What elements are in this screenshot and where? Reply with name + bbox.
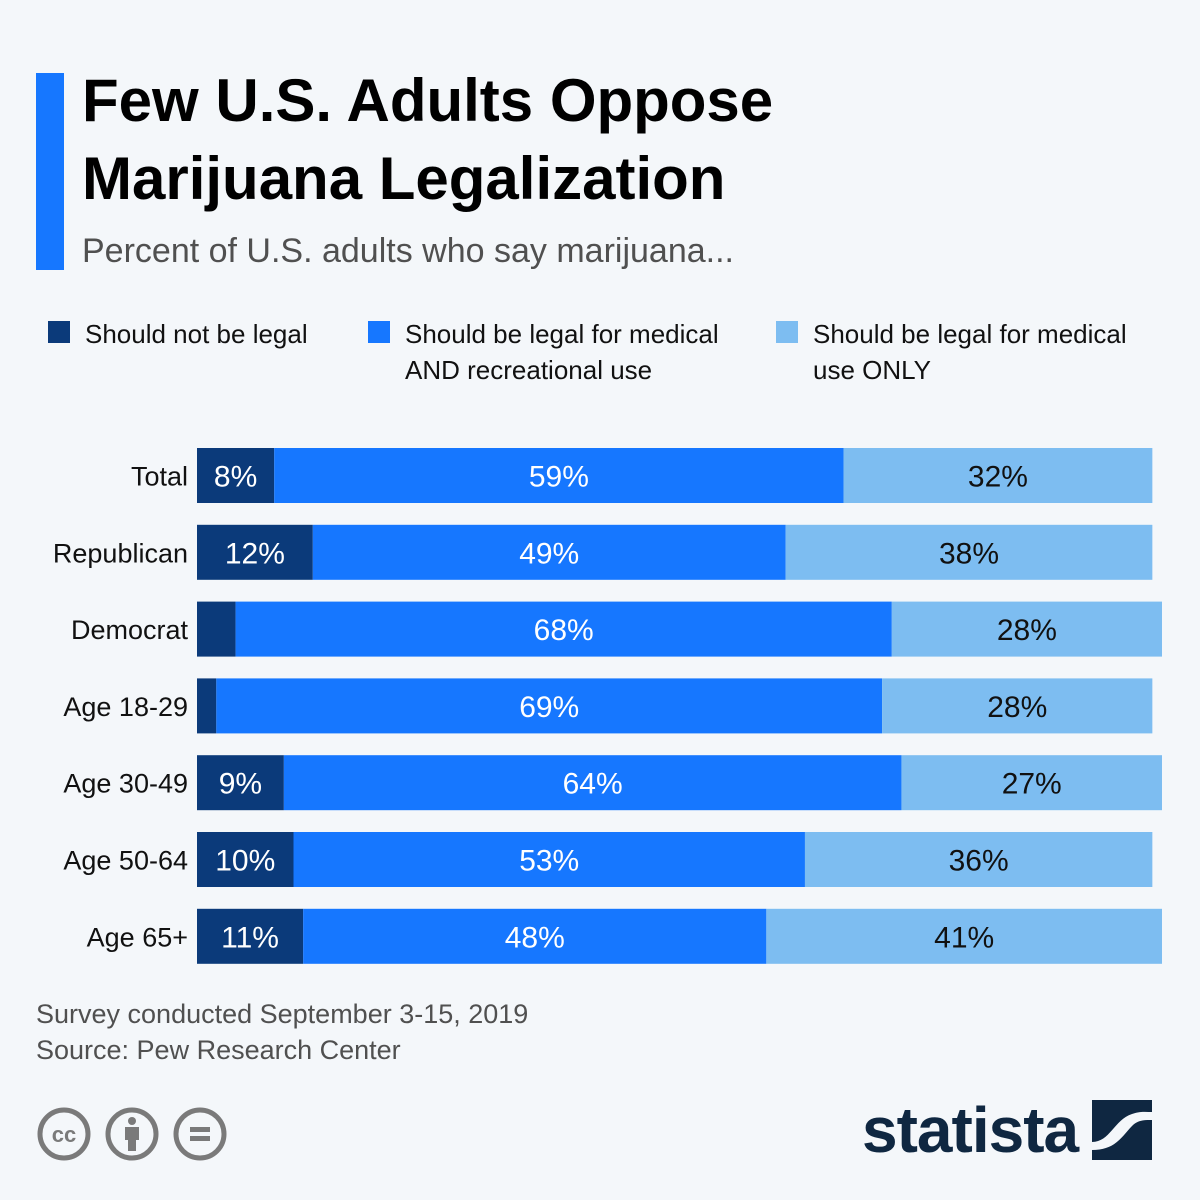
bar-segment-not-legal [197,601,236,657]
data-label-medical-only: 28% [987,691,1047,724]
legend-swatch [48,321,70,343]
bar-segment-not-legal [197,524,313,580]
category-label: Total [131,462,188,492]
bar-segment-medical-and-recreational [283,755,902,811]
source-note: Source: Pew Research Center [36,1035,401,1065]
bar-row-age-50-64: Age 50-64 10% 53% 36% [63,832,1153,887]
legend-item-medical-only: Should be legal for medical use ONLY [776,316,1127,388]
legend-swatch [368,321,390,343]
legend: Should not be legal Should be legal for … [0,316,1200,396]
data-label-medical-only: 32% [968,461,1028,494]
statista-mark-icon [1092,1100,1153,1160]
category-label: Republican [53,538,188,568]
data-label-medical-and-recreational: 53% [519,845,579,878]
title-line-1: Few U.S. Adults Oppose [82,67,774,134]
data-label-not-legal: 9% [219,768,262,801]
bar-row-total: Total 8% 59% 32% [131,448,1153,503]
chart-title: Few U.S. Adults Oppose Marijuana Legaliz… [82,62,1082,218]
bar-segment-not-legal [197,755,284,811]
category-label: Age 50-64 [63,846,188,876]
data-label-medical-and-recreational: 69% [519,691,579,724]
footer: Survey conducted September 3-15, 2019 So… [36,996,528,1068]
data-label-not-legal: 10% [215,845,275,878]
no-derivatives-icon [173,1107,227,1161]
legend-label: Should be legal for medical AND recreati… [405,319,719,385]
bar-segment-medical-and-recreational [312,524,786,580]
bar-segment-medical-and-recreational [293,832,805,887]
data-label-medical-only: 28% [997,614,1057,647]
brand-name: statista [862,1094,1079,1166]
statista-logo: statista [862,1094,1153,1166]
data-label-medical-and-recreational: 59% [529,461,589,494]
bar-segment-not-legal [197,678,217,734]
bar-row-republican: Republican 12% 49% 38% [53,524,1153,580]
bar-segment-medical-and-recreational [303,908,767,964]
creative-commons-icon: cc [37,1107,91,1161]
legend-label: Should not be legal [85,319,308,349]
bar-segment-medical-only [843,448,1153,503]
stacked-bar-chart: Total 8% 59% 32% Republican 12% 49% 38% Democrat… [53,448,1162,964]
legend-item-medical-and-recreational: Should be legal for medical AND recreati… [368,316,719,388]
bar-segment-medical-only [804,832,1153,887]
data-label-not-legal: 12% [225,537,285,570]
category-label: Democrat [71,615,189,645]
bar-row-age-18-29: Age 18-292%69%28% [63,678,1153,734]
legend-item-not-legal: Should not be legal [48,316,308,352]
title-accent-bar [36,73,64,270]
bar-segment-medical-only [901,755,1162,811]
data-label-medical-and-recreational: 49% [519,537,579,570]
data-label-not-legal: 8% [214,461,257,494]
bar-segment-medical-only [891,601,1162,657]
svg-text:cc: cc [52,1122,76,1147]
category-label: Age 65+ [87,922,188,952]
bar-segment-not-legal [197,908,304,964]
survey-note: Survey conducted September 3-15, 2019 [36,999,529,1029]
data-label-medical-and-recreational: 68% [534,614,594,647]
bar-segment-medical-and-recreational [216,678,883,734]
category-label: Age 30-49 [63,769,188,799]
data-label-medical-and-recreational: 48% [505,921,565,954]
bar-segment-medical-only [766,908,1162,964]
data-label-medical-only: 41% [934,921,994,954]
bar-segment-not-legal [197,832,294,887]
bar-row-age-65: Age 65+ 11% 48% 41% [87,908,1162,964]
data-label-medical-only: 38% [939,537,999,570]
title-line-2: Marijuana Legalization [82,145,726,212]
bar-segment-medical-and-recreational [235,601,892,657]
attribution-icon [105,1107,159,1161]
data-label-medical-only: 27% [1002,768,1062,801]
bar-row-age-30-49: Age 30-49 9% 64% 27% [63,755,1162,811]
data-label-medical-only: 36% [949,845,1009,878]
category-label: Age 18-29 [63,692,188,722]
license-icons: cc [36,1106,228,1162]
legend-label: Should be legal for medical use ONLY [813,319,1127,385]
bar-segment-not-legal [197,448,275,503]
bar-segment-medical-only [882,678,1153,734]
legend-swatch [776,321,798,343]
chart-subtitle: Percent of U.S. adults who say marijuana… [82,232,734,270]
bar-segment-medical-only [785,524,1153,580]
bar-row-democrat: Democrat4%68%28% [71,601,1162,657]
data-label-medical-and-recreational: 64% [563,768,623,801]
data-label-not-legal: 11% [221,921,279,954]
bar-segment-medical-and-recreational [274,448,844,503]
